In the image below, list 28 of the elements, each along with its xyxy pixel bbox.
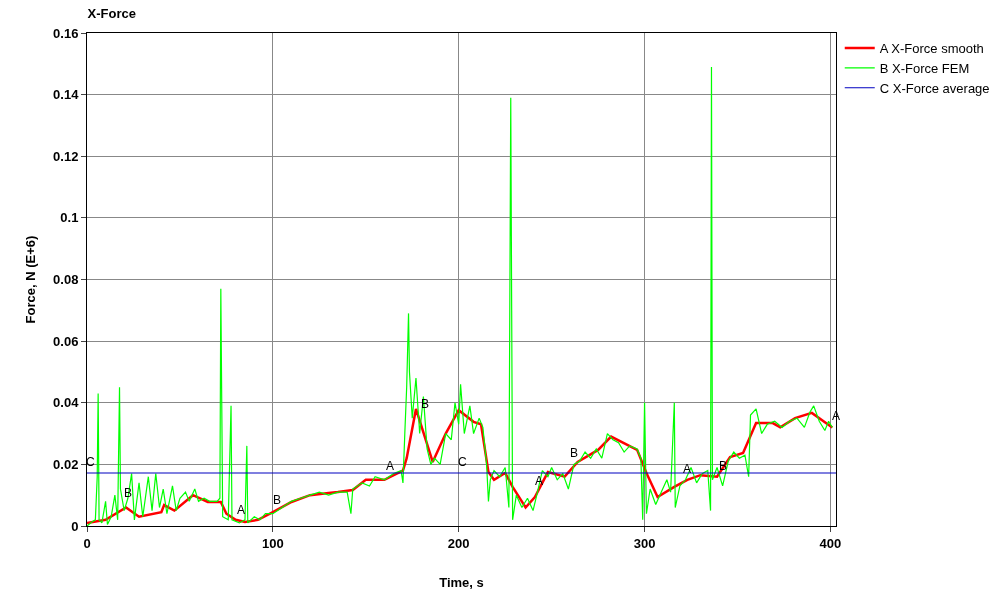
y-tick-label: 0.02 bbox=[53, 456, 79, 472]
x-tick-label: 400 bbox=[819, 535, 842, 551]
x-tick-label: 0 bbox=[83, 535, 91, 551]
y-tick-label: 0.14 bbox=[53, 87, 80, 103]
annotation: A bbox=[386, 459, 395, 473]
y-tick-label: 0.08 bbox=[53, 272, 79, 288]
chart-title: X-Force bbox=[87, 5, 137, 21]
y-tick-label: 0.16 bbox=[53, 25, 79, 41]
annotation: B bbox=[273, 493, 282, 507]
legend-label: B X-Force FEM bbox=[879, 60, 970, 76]
y-tick-label: 0 bbox=[71, 518, 79, 534]
legend-label: A X-Force smooth bbox=[879, 41, 984, 57]
y-tick-label: 0.12 bbox=[53, 148, 79, 164]
annotation: C bbox=[86, 455, 95, 469]
x-tick-label: 300 bbox=[633, 535, 656, 551]
x-axis-title: Time, s bbox=[439, 575, 484, 591]
line-series bbox=[87, 66, 833, 526]
legend-label: C X-Force average bbox=[879, 80, 990, 96]
annotation: A bbox=[683, 462, 692, 476]
annotation: B bbox=[570, 446, 579, 460]
x-tick-label: 200 bbox=[447, 535, 470, 551]
y-tick-label: 0.06 bbox=[53, 333, 79, 349]
y-axis-title: Force, N (E+6) bbox=[23, 235, 39, 324]
y-tick-label: 0.04 bbox=[53, 395, 80, 411]
annotation: A bbox=[237, 503, 246, 517]
x-tick-label: 100 bbox=[262, 535, 284, 551]
annotation: C bbox=[458, 455, 467, 469]
y-tick-label: 0.1 bbox=[60, 210, 79, 226]
